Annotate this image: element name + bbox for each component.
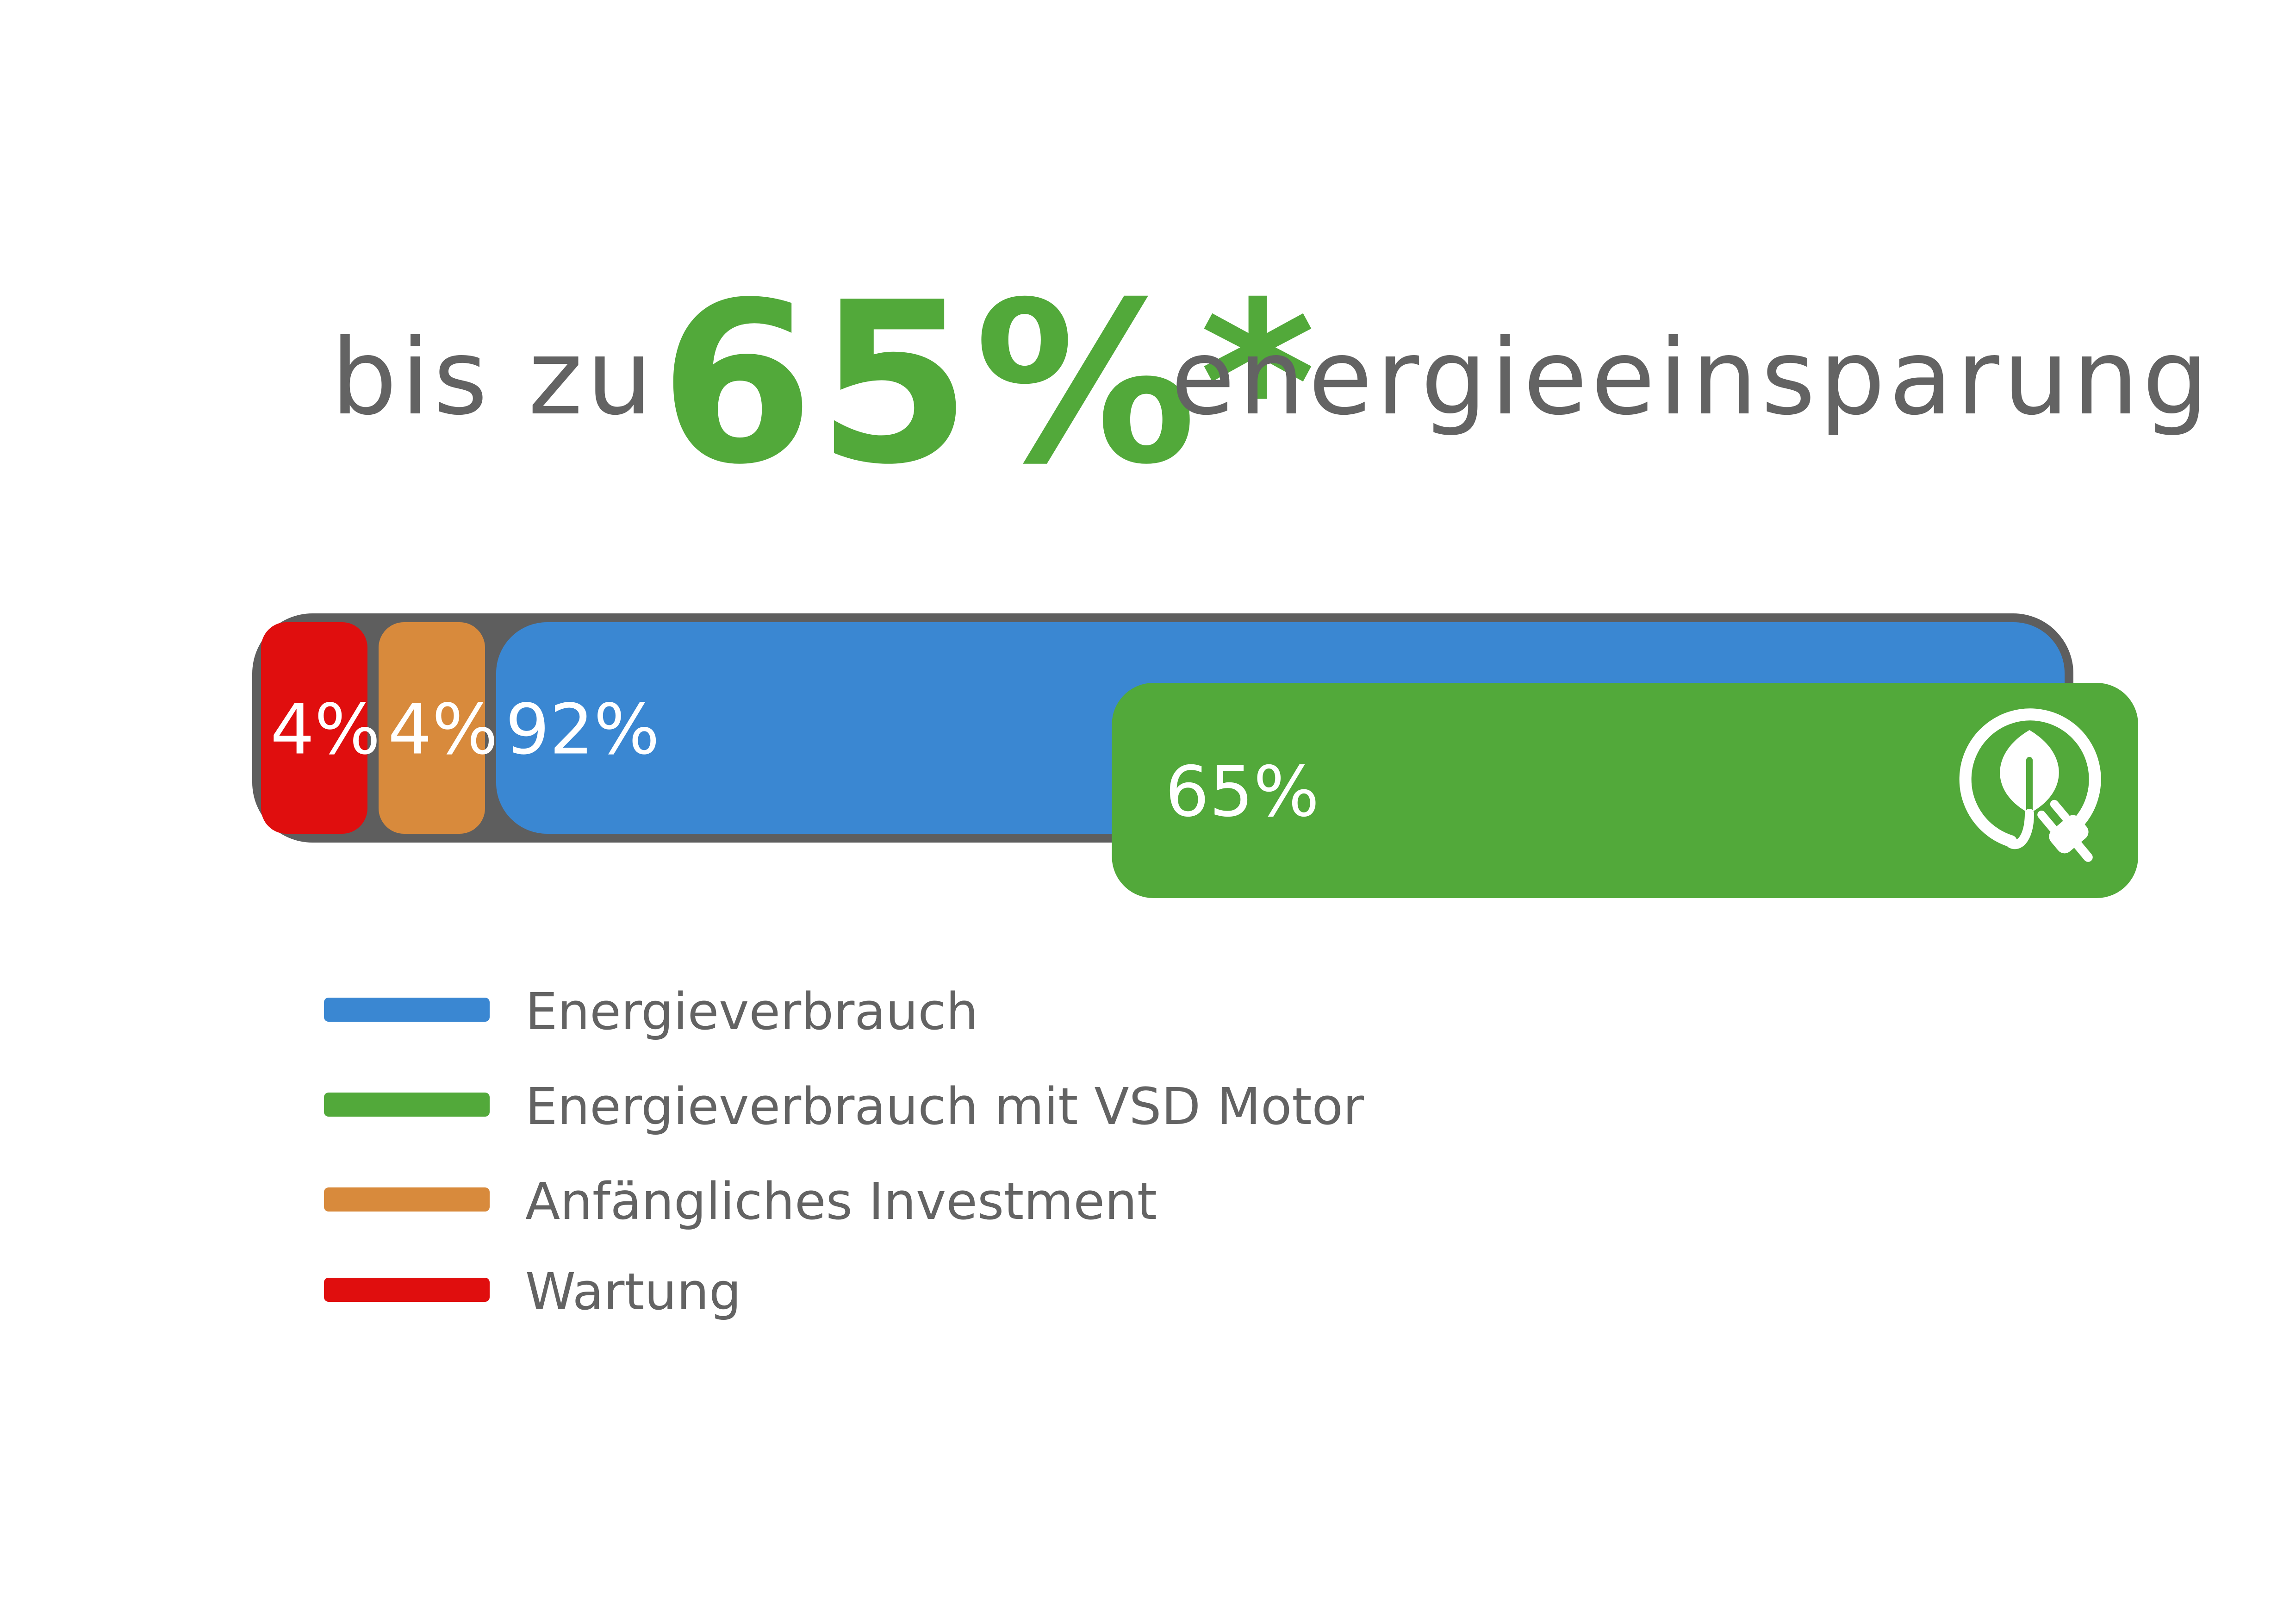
- bar-segment-vsd: [1112, 683, 2138, 898]
- legend-swatch: [324, 1187, 490, 1212]
- headline-highlight: 65%*: [660, 255, 1319, 513]
- bar-segment-0: [261, 622, 367, 834]
- legend-swatch: [324, 1278, 490, 1302]
- bar-segment-1: [379, 622, 485, 834]
- legend-item-vsd-motor: Energieverbrauch mit VSD Motor: [324, 1081, 1666, 1132]
- legend-label: Wartung: [525, 1262, 741, 1321]
- bar-label-vsd: 65%: [1165, 752, 1319, 832]
- legend-item-energieverbrauch: Energieverbrauch: [324, 986, 1666, 1037]
- headline: bis zu 65%* energieeinsparung: [0, 241, 2296, 513]
- legend-label: Energieverbrauch mit VSD Motor: [525, 1077, 1364, 1136]
- legend-item-investment: Anfängliches Investment: [324, 1176, 1666, 1227]
- headline-prefix: bis zu: [331, 317, 656, 438]
- legend-label: Anfängliches Investment: [525, 1172, 1157, 1231]
- legend-item-wartung: Wartung: [324, 1266, 1666, 1317]
- legend-label: Energieverbrauch: [525, 982, 978, 1041]
- legend-swatch: [324, 1093, 490, 1117]
- bar-label-0: 4%: [270, 690, 380, 770]
- bar-label-2: 92%: [505, 690, 660, 770]
- chart-marks: 4% 4% 92%65%: [252, 613, 2138, 898]
- legend-swatch: [324, 998, 490, 1022]
- bar-label-1: 4%: [388, 690, 498, 770]
- leaf-plug-icon: [1959, 708, 2101, 862]
- headline-suffix: energieeinsparung: [1171, 317, 2212, 438]
